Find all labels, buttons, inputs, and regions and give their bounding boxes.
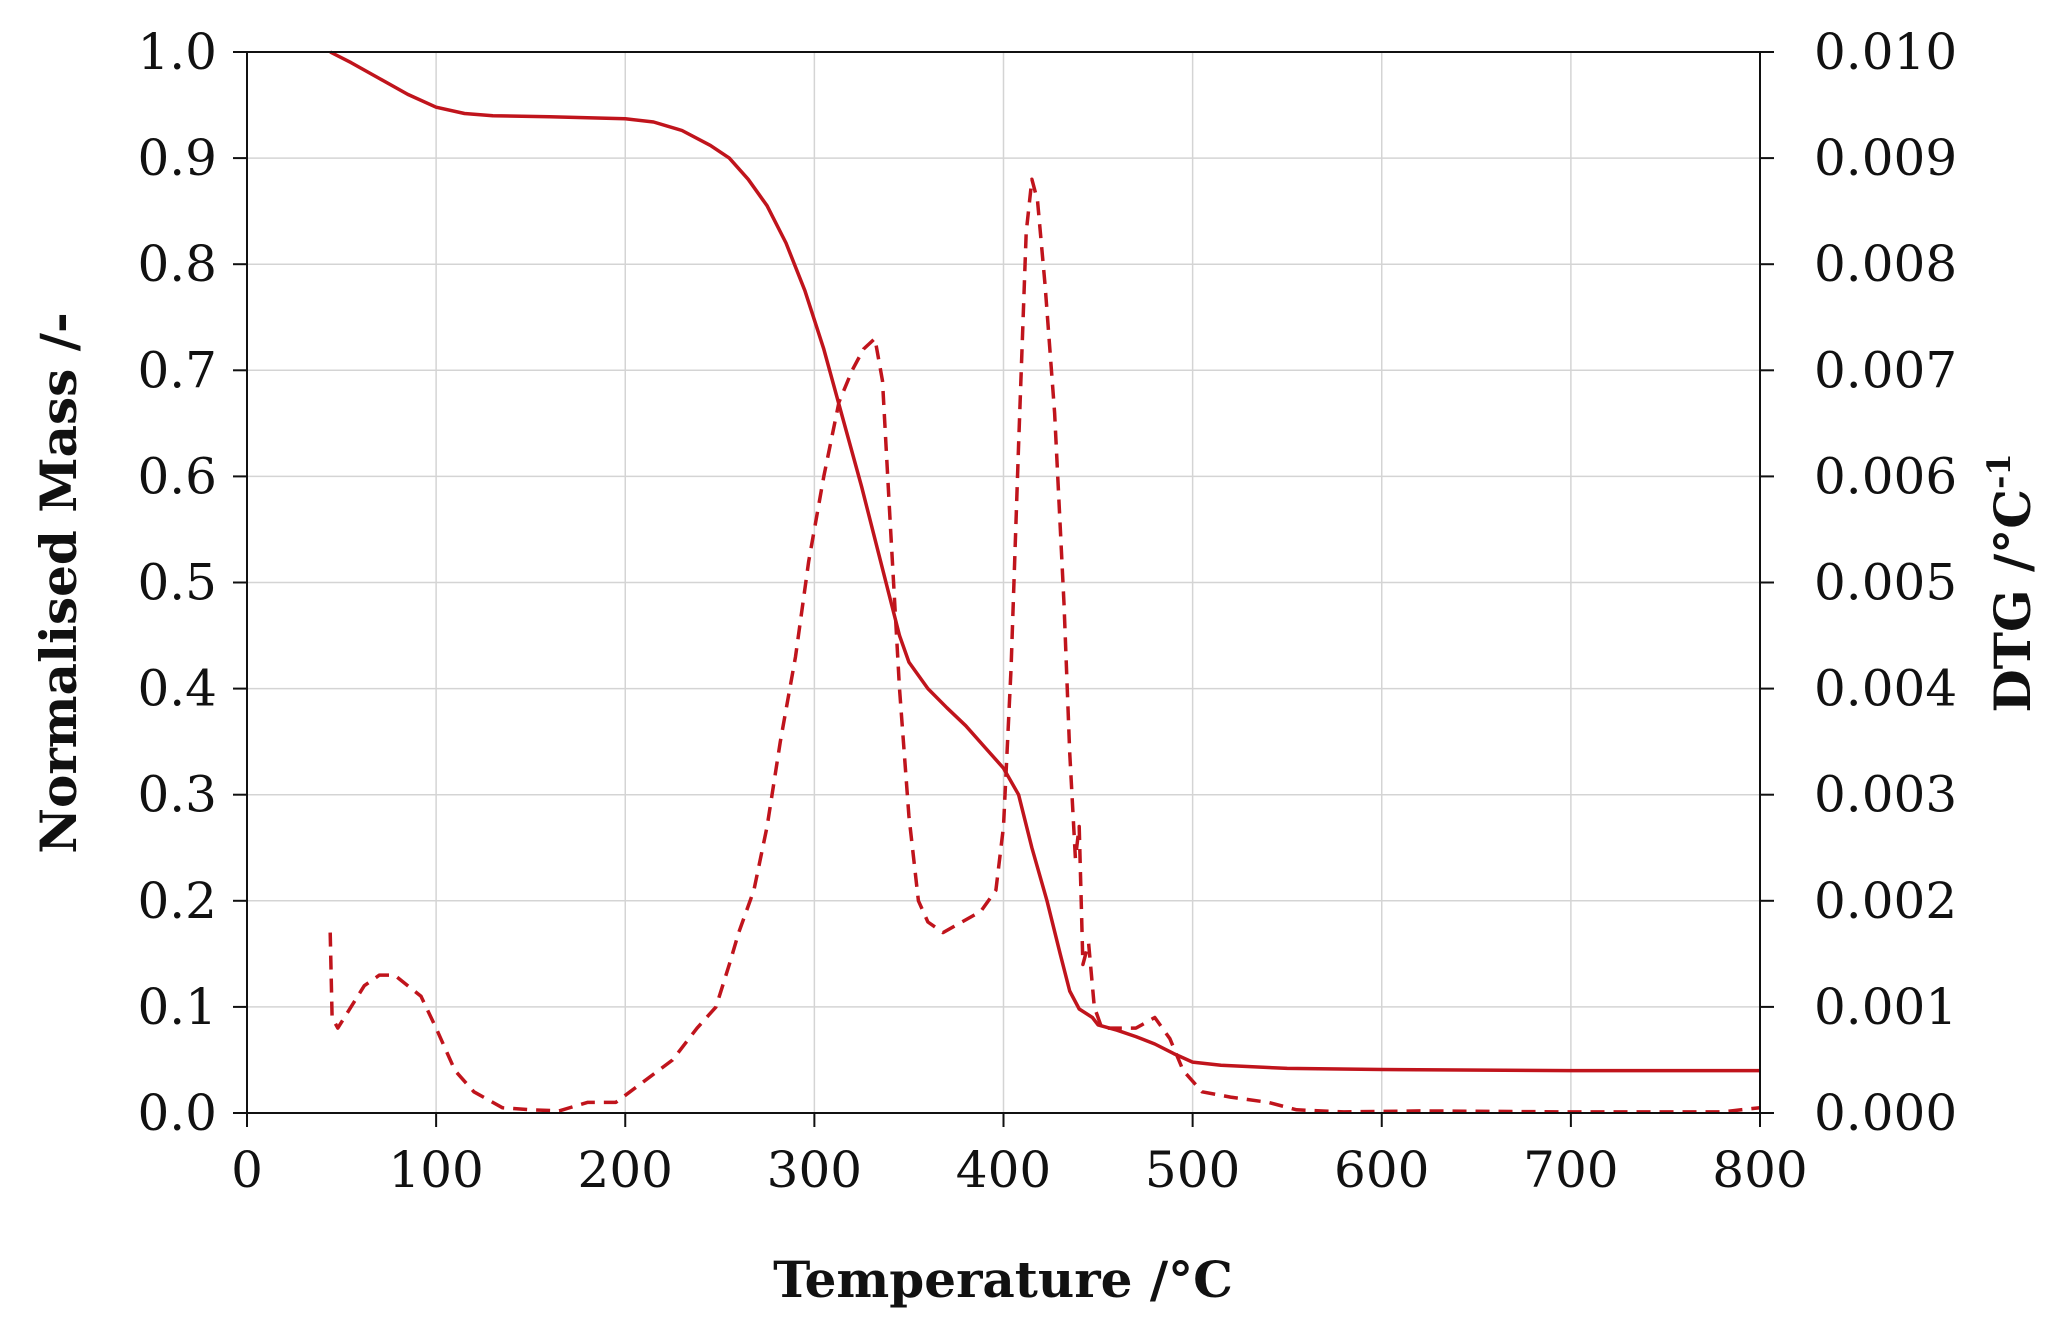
tick-labels: 0 100 200 300 400 500 600 700 800 0.0 0.1 0.2 0.3 0.4… (137, 23, 1957, 1199)
y-tick-label: 0.9 (137, 129, 217, 187)
y-tick-label: 0.0 (137, 1084, 217, 1142)
y-tick-label: 0.6 (137, 447, 217, 505)
x-tick-label: 700 (1523, 1141, 1618, 1199)
y2-tick-label: 0.005 (1814, 554, 1957, 612)
y2-axis-title-superscript: -1 (1980, 453, 2018, 489)
y2-axis-title-main: DTG /°C (1983, 489, 2042, 713)
y-tick-label: 0.2 (137, 872, 217, 930)
y2-tick-label: 0.009 (1814, 129, 1957, 187)
normalised-mass-line (329, 50, 1760, 1073)
y2-tick-label: 0.006 (1814, 447, 1957, 505)
x-tick-label: 800 (1712, 1141, 1807, 1199)
x-tick-label: 200 (578, 1141, 673, 1199)
x-tick-label: 300 (767, 1141, 862, 1199)
x-tick-label: 400 (956, 1141, 1051, 1199)
y2-tick-label: 0.010 (1814, 23, 1957, 81)
plot-series (328, 50, 1761, 1114)
y2-tick-label: 0.002 (1814, 872, 1957, 930)
x-tick-label: 100 (388, 1141, 483, 1199)
y2-tick-label: 0.001 (1814, 978, 1957, 1036)
y2-tick-label: 0.004 (1814, 660, 1957, 718)
y-tick-label: 0.1 (137, 978, 217, 1036)
y-tick-label: 0.4 (137, 660, 217, 718)
y-tick-label: 1.0 (137, 23, 217, 81)
y2-tick-label: 0.003 (1814, 766, 1957, 824)
y-tick-label: 0.3 (137, 766, 217, 824)
x-tick-label: 0 (231, 1141, 263, 1199)
y-tick-label: 0.8 (137, 235, 217, 293)
y-tick-label: 0.7 (137, 341, 217, 399)
x-tick-label: 500 (1145, 1141, 1240, 1199)
y2-axis-title: DTG /°C-1 (1980, 453, 2042, 712)
x-tick-label: 600 (1334, 1141, 1429, 1199)
y2-tick-label: 0.007 (1814, 341, 1957, 399)
y2-tick-label: 0.000 (1814, 1084, 1957, 1142)
axis-ticks (233, 51, 1774, 1127)
x-axis-title: Temperature /°C (773, 1250, 1233, 1309)
dtg-dashed-line (328, 177, 1761, 1114)
y2-tick-label: 0.008 (1814, 235, 1957, 293)
grid-lines (247, 51, 1760, 1113)
y-axis-title: Normalised Mass /- (29, 312, 88, 853)
y-tick-label: 0.5 (137, 554, 217, 612)
